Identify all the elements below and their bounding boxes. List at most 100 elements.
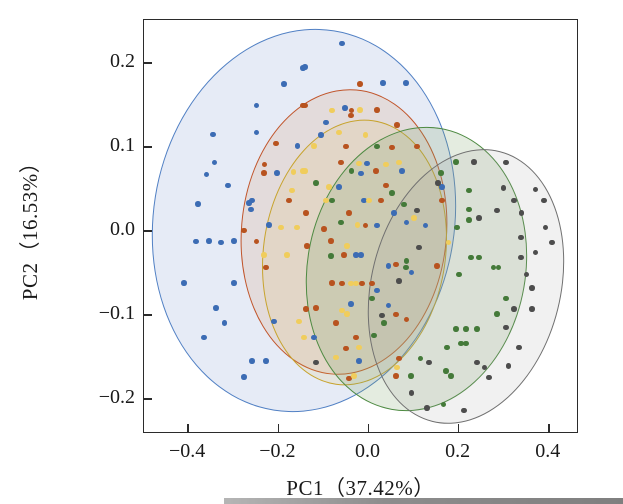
data-point-group-orange [374, 107, 380, 113]
data-point-group-gray [518, 254, 524, 261]
data-point-group-green [496, 265, 502, 271]
data-point-group-green [454, 224, 460, 231]
x-tick-label: 0.2 [445, 440, 471, 462]
data-point-group-gray [461, 407, 467, 414]
data-point-group-orange [346, 375, 352, 382]
data-point-group-orange [353, 334, 359, 341]
data-point-group-yellow [278, 224, 284, 231]
data-point-group-orange [363, 223, 369, 229]
data-point-group-gray [503, 324, 509, 331]
data-point-group-orange [404, 317, 410, 323]
data-point-group-blue [403, 80, 409, 86]
data-point-group-yellow [323, 197, 329, 204]
data-point-group-blue [201, 334, 207, 341]
data-point-group-blue [391, 210, 397, 216]
data-point-group-orange [346, 210, 352, 216]
data-point-group-gray [486, 375, 492, 381]
data-point-group-yellow [294, 224, 300, 231]
data-point-group-yellow [261, 252, 267, 258]
data-point-group-orange [313, 305, 319, 311]
data-point-group-green [374, 144, 380, 150]
data-point-group-gray [482, 364, 488, 371]
data-point-group-green [369, 296, 375, 302]
data-point-group-orange [343, 345, 349, 352]
data-point-group-gray [474, 359, 480, 366]
data-point-group-orange [339, 280, 345, 287]
data-point-group-green [438, 170, 444, 176]
data-point-group-yellow [290, 169, 296, 175]
data-point-group-gray [501, 185, 507, 191]
data-point-group-orange [261, 170, 267, 176]
page-edge-shadow [224, 498, 623, 504]
data-point-group-blue [221, 320, 227, 326]
data-point-group-orange [396, 355, 402, 362]
y-tick-mark [144, 62, 152, 64]
data-point-group-orange [338, 160, 344, 166]
x-tick-mark [547, 424, 550, 432]
data-point-group-gray [519, 210, 525, 216]
data-point-group-yellow [446, 239, 452, 246]
data-point-group-orange [321, 226, 327, 232]
data-point-group-blue [374, 223, 380, 229]
data-point-group-yellow [301, 334, 307, 341]
y-tick-label: −0.2 [98, 385, 135, 408]
data-point-group-green [443, 368, 449, 374]
data-point-group-orange [253, 238, 259, 245]
data-point-group-green [389, 190, 395, 196]
data-point-group-green [403, 265, 409, 271]
data-point-group-blue [213, 305, 219, 311]
data-point-group-green [476, 254, 482, 261]
data-point-group-orange [378, 197, 384, 204]
data-point-group-green [448, 373, 454, 379]
data-point-group-orange [304, 243, 310, 249]
data-point-group-blue [358, 170, 364, 177]
data-point-group-yellow [356, 344, 362, 351]
data-point-group-green [463, 326, 469, 332]
data-point-group-gray [524, 271, 530, 278]
data-point-group-blue [342, 105, 348, 111]
data-point-group-gray [518, 234, 524, 241]
data-point-group-green [453, 326, 459, 332]
data-point-group-blue [241, 374, 247, 380]
data-point-group-green [466, 187, 472, 194]
data-point-group-blue [374, 287, 380, 294]
data-point-group-yellow [366, 197, 372, 204]
data-point-group-orange [359, 280, 365, 287]
data-point-group-orange [303, 210, 309, 216]
data-point-group-orange [303, 306, 309, 312]
data-point-group-blue [386, 263, 392, 269]
data-point-group-gray [529, 306, 535, 312]
x-tick-mark [367, 424, 370, 432]
data-point-group-orange [357, 81, 363, 87]
data-point-group-orange [261, 161, 268, 168]
data-point-group-yellow [336, 129, 342, 136]
data-point-group-green [474, 326, 480, 332]
x-tick-label: −0.2 [259, 440, 296, 462]
data-point-group-gray [424, 405, 430, 411]
data-point-group-green [441, 401, 447, 408]
data-point-group-blue [323, 119, 329, 126]
data-point-group-orange [414, 144, 420, 150]
data-point-group-orange [286, 197, 292, 204]
x-tick-mark [187, 424, 189, 432]
data-point-group-blue [356, 358, 362, 364]
data-point-group-gray [533, 249, 539, 256]
data-point-group-blue [386, 302, 392, 309]
data-point-group-yellow [326, 184, 332, 190]
data-point-group-yellow [302, 168, 308, 174]
data-point-group-blue [271, 318, 277, 325]
data-point-group-green [503, 296, 509, 302]
data-point-group-blue [210, 131, 216, 137]
data-point-group-blue [203, 171, 209, 178]
y-tick-mark [144, 313, 152, 316]
data-point-group-green [453, 159, 459, 165]
data-point-group-orange [439, 197, 445, 204]
y-tick-mark [144, 229, 152, 232]
data-point-group-orange [302, 102, 308, 109]
data-point-group-gray [494, 207, 500, 214]
data-point-group-gray [426, 359, 432, 366]
data-point-group-green [491, 265, 497, 271]
data-point-group-gray [313, 359, 319, 366]
data-point-group-yellow [354, 222, 360, 228]
